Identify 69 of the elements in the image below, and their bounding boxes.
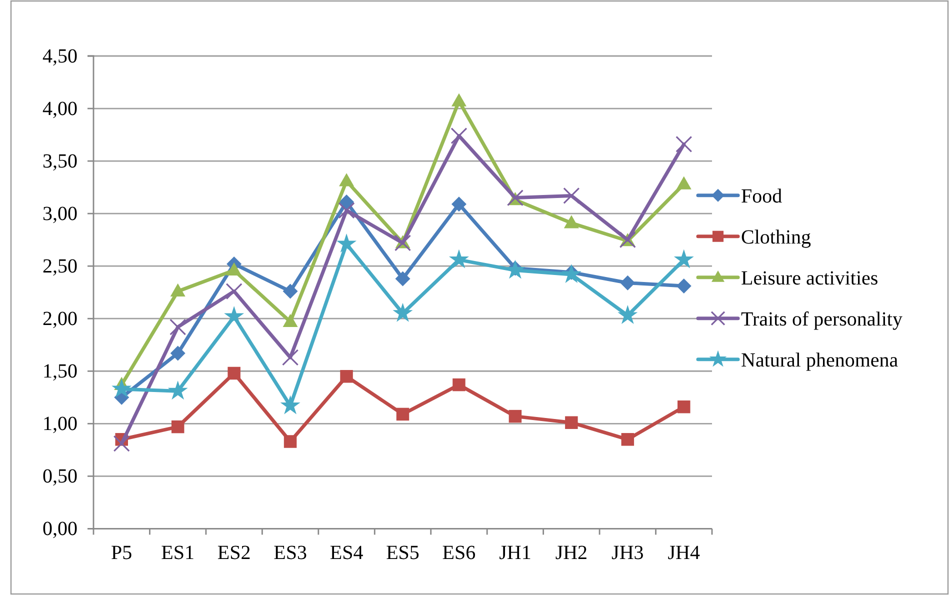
y-tick-label: 1,50 <box>42 360 78 383</box>
point <box>508 410 522 423</box>
point <box>395 271 410 286</box>
point <box>282 349 299 366</box>
point <box>339 173 354 186</box>
x-tick-label: ES4 <box>330 542 364 564</box>
point <box>112 378 132 398</box>
point <box>282 314 298 328</box>
point <box>338 202 355 219</box>
point <box>448 249 469 268</box>
y-tick-label: 3,50 <box>42 150 78 172</box>
x-tick-label: JH3 <box>612 542 644 564</box>
x-tick-label: ES5 <box>386 542 420 564</box>
point <box>170 346 186 361</box>
point <box>676 136 692 153</box>
x-tick-label: ES3 <box>274 542 307 564</box>
x-tick-label: ES2 <box>217 542 251 564</box>
x-tick-label: ES6 <box>442 542 476 564</box>
legend-label: Traits of personality <box>741 308 902 330</box>
point <box>282 284 298 299</box>
point <box>561 264 582 283</box>
point <box>392 302 413 322</box>
y-tick-label: 0,00 <box>42 518 78 540</box>
y-tick-label: 0,50 <box>42 466 78 488</box>
y-tick-label: 2,50 <box>42 255 78 278</box>
point <box>618 304 638 324</box>
point <box>168 380 188 400</box>
legend-label: Food <box>741 185 782 208</box>
point <box>563 187 580 204</box>
legend-label: Natural phenomena <box>741 349 898 372</box>
legend-label: Leisure activities <box>741 267 878 290</box>
point <box>452 378 466 392</box>
point <box>564 215 579 228</box>
x-tick-label: JH2 <box>555 542 588 564</box>
y-tick-label: 1,00 <box>42 413 78 436</box>
point <box>170 283 186 297</box>
point <box>170 318 186 336</box>
y-tick-label: 2,00 <box>42 308 78 330</box>
point <box>676 176 692 190</box>
point <box>565 416 578 429</box>
point <box>336 234 357 253</box>
point <box>676 278 692 294</box>
point <box>280 395 300 414</box>
point <box>394 234 412 252</box>
point <box>226 283 242 300</box>
point <box>451 196 466 212</box>
point <box>674 249 694 268</box>
x-tick-label: P5 <box>111 542 132 564</box>
point <box>171 420 184 434</box>
y-tick-label: 3,00 <box>42 202 78 225</box>
point <box>228 366 240 380</box>
y-tick-label: 4,50 <box>42 45 78 68</box>
x-tick-label: JH4 <box>668 542 700 564</box>
point <box>340 370 353 383</box>
point <box>226 262 242 276</box>
point <box>620 275 636 290</box>
point <box>505 260 526 279</box>
y-tick-label: 4,00 <box>42 98 78 120</box>
legend-label: Clothing <box>741 226 812 248</box>
point <box>678 400 690 414</box>
point <box>621 433 634 446</box>
x-tick-label: JH1 <box>499 542 532 564</box>
point <box>396 408 410 421</box>
point <box>113 435 130 452</box>
point <box>339 194 354 210</box>
point <box>451 93 466 106</box>
point <box>450 128 468 144</box>
x-tick-label: ES1 <box>161 542 195 564</box>
point <box>284 435 297 448</box>
